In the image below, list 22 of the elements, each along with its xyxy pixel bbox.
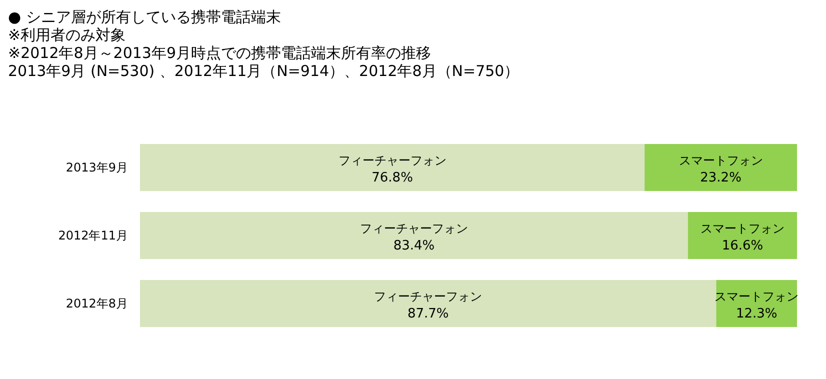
text: スマートフォン bbox=[700, 222, 784, 236]
data-label: 87.7% bbox=[407, 306, 449, 322]
bar bbox=[644, 144, 797, 191]
bar bbox=[140, 280, 716, 327]
bar bbox=[140, 212, 688, 259]
text: フィーチャーフォン bbox=[360, 222, 468, 236]
data-label: 76.8% bbox=[372, 170, 413, 186]
series-label: フィーチャーフォン bbox=[338, 154, 446, 168]
y-tick-label: 2012年8月 bbox=[66, 296, 128, 310]
bar bbox=[140, 144, 645, 191]
data-label: 12.3% bbox=[736, 306, 778, 322]
text: フィーチャーフォン bbox=[374, 290, 482, 304]
data-label: 16.6% bbox=[722, 238, 764, 254]
y-tick-label: 2012年11月 bbox=[58, 228, 128, 242]
bar bbox=[688, 212, 797, 259]
chart-subtitle: ※利用者のみ対象 ※2012年8月～2013年9月時点での携帯電話端末所有率の推移 2013年9月 (N=530) 、2012年11月（N=914）、2012年8月（N=750） bbox=[8, 26, 520, 80]
data-label: 23.2% bbox=[700, 170, 742, 186]
y-tick-label: 2013年9月 bbox=[66, 160, 128, 174]
chart-title: ● シニア層が所有している携帯電話端末 bbox=[8, 8, 281, 26]
text: スマートフォン bbox=[678, 154, 763, 168]
data-label: 83.4% bbox=[393, 238, 435, 254]
bar bbox=[716, 280, 797, 327]
